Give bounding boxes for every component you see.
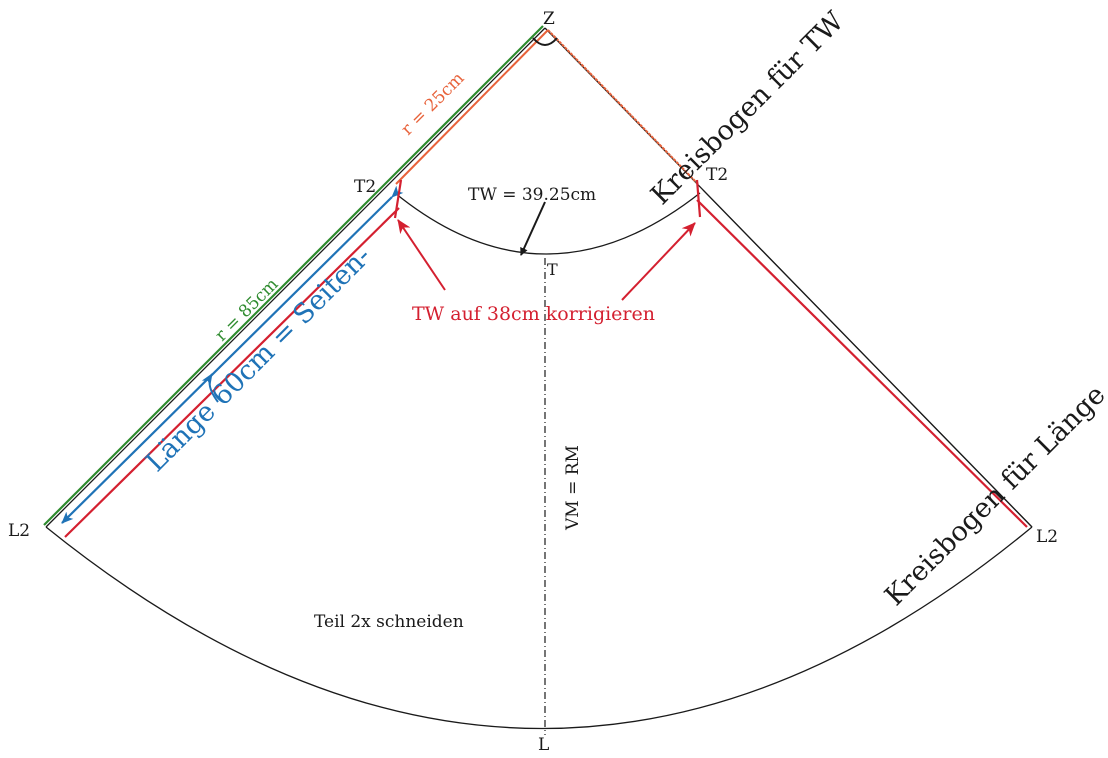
side-length-arrow <box>62 197 392 523</box>
waist-measure-label: TW = 39.25cm <box>468 185 596 205</box>
left-t2-tick <box>395 180 401 218</box>
correction-label: TW auf 38cm korrigieren <box>412 303 655 325</box>
side-length-label: Länge 60cm = Seiten- <box>140 241 377 478</box>
left-edge-line <box>46 28 545 527</box>
radius-85-line <box>44 26 543 525</box>
correction-arrow-left <box>398 220 445 290</box>
label-l2-left: L2 <box>8 521 30 541</box>
waist-pointer-arrow <box>521 202 545 255</box>
radius-25-label: r = 25cm <box>397 69 468 140</box>
label-l2-right: L2 <box>1036 527 1058 547</box>
right-corrected-line <box>697 200 1027 527</box>
cut-note-label: Teil 2x schneiden <box>314 612 464 632</box>
label-z: Z <box>543 9 555 29</box>
label-t: T <box>547 260 558 279</box>
angle-marker <box>533 38 557 45</box>
arc-waist-label: Kreisbogen für TW <box>645 6 850 211</box>
hem-arc <box>46 527 1032 729</box>
right-inner-line <box>703 190 1032 527</box>
label-l: L <box>538 735 549 753</box>
center-line-label: VM = RM <box>563 445 583 531</box>
label-t2-left: T2 <box>354 177 376 197</box>
